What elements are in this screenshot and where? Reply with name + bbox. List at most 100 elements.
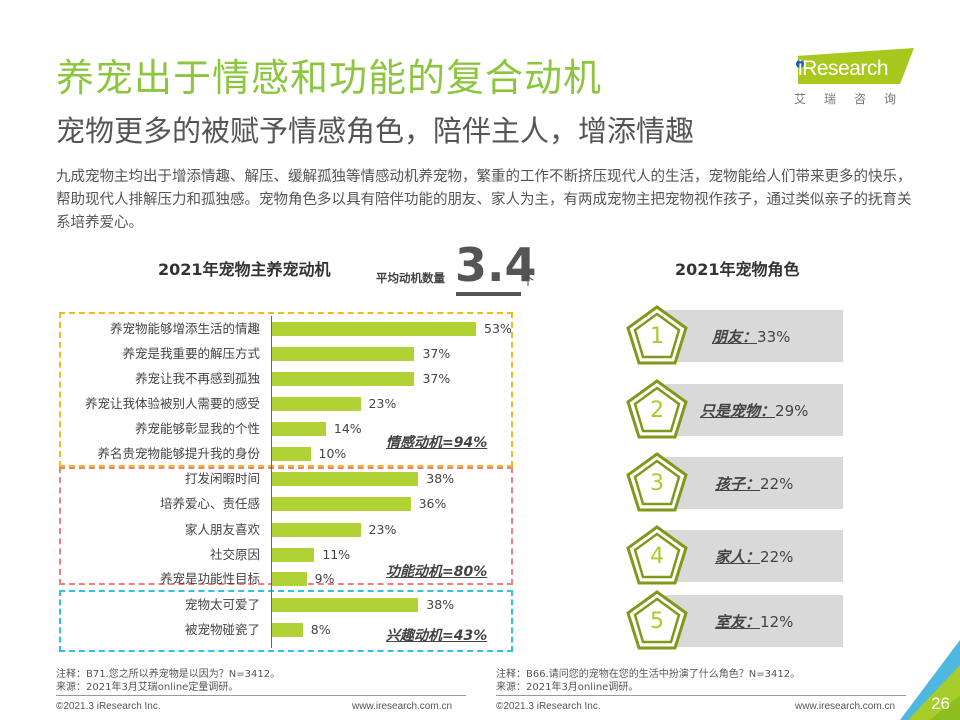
role-value: 22%: [760, 475, 794, 493]
intro-paragraph: 九成宠物主均出于增添情趣、解压、缓解孤独等情感动机养宠物，繁重的工作不断挤压现代…: [56, 169, 912, 231]
right-source: 来源：2021年3月online调研。: [496, 682, 639, 693]
bar: [272, 322, 477, 336]
role-background: [665, 384, 843, 436]
bar-category-label: 养宠是我重要的解压方式: [122, 346, 260, 361]
bar: [272, 347, 415, 361]
role-row: 5 室友：12%: [625, 590, 845, 650]
bar-category-label: 打发闲暇时间: [184, 471, 260, 486]
bar-value-label: 37%: [422, 371, 451, 386]
role-background: [665, 595, 843, 647]
bar-category-label: 养名贵宠物能够提升我的身份: [97, 446, 260, 461]
bar-value-label: 8%: [310, 622, 331, 637]
page-number: 26: [931, 694, 950, 713]
role-background: [665, 457, 843, 509]
bar-value-label: 36%: [418, 496, 447, 511]
bar-category-label: 养宠能够彰显我的个性: [134, 421, 260, 436]
right-footer-divider: [496, 695, 906, 696]
role-background: [665, 310, 843, 362]
role-name: 只是宠物：: [700, 402, 776, 420]
bar-value-label: 37%: [422, 346, 451, 361]
motivation-chart-title: 2021年宠物主养宠动机: [158, 260, 331, 279]
left-website[interactable]: www.iresearch.com.cn: [352, 701, 453, 712]
role-row: 1 朋友：33%: [625, 305, 845, 365]
role-rank: 4: [650, 544, 664, 569]
role-name: 室友：: [715, 613, 761, 631]
left-copyright: ©2021.3 iResearch Inc.: [56, 701, 161, 712]
bar-value-label: 38%: [426, 471, 455, 486]
bar-value-label: 53%: [484, 321, 512, 336]
bar-value-label: 23%: [368, 396, 397, 411]
chart-axis: [271, 316, 272, 648]
bar: [272, 422, 326, 436]
avg-motivation-label: 平均动机数量: [376, 271, 445, 285]
role-name: 孩子：: [715, 475, 761, 493]
bar-value-label: 23%: [368, 522, 397, 537]
bar-value-label: 10%: [318, 446, 347, 461]
bar-value-label: 14%: [333, 421, 362, 436]
logo-chinese: 艾瑞咨询: [794, 92, 915, 106]
emotional-group-total: 情感动机=94%: [386, 435, 488, 451]
role-value: 29%: [775, 402, 809, 420]
role-row: 2 只是宠物：29%: [625, 379, 845, 439]
role-value: 33%: [757, 328, 791, 346]
bar-value-label: 38%: [426, 597, 455, 612]
functional-group-total: 功能动机=80%: [386, 564, 488, 580]
role-value: 22%: [760, 548, 794, 566]
left-footer-divider: [56, 695, 466, 696]
role-name: 家人：: [715, 548, 761, 566]
bar: [272, 397, 361, 411]
logo-dot-icon: [796, 60, 804, 68]
role-background: [665, 530, 843, 582]
interest-group-total: 兴趣动机=43%: [386, 628, 488, 644]
bar-value-label: 9%: [314, 571, 335, 586]
bar: [272, 447, 311, 461]
role-row: 3 孩子：22%: [625, 452, 845, 512]
bar-category-label: 被宠物碰瓷了: [184, 622, 260, 637]
role-row: 4 家人：22%: [625, 525, 845, 585]
bar: [272, 523, 361, 537]
role-name: 朋友：: [712, 328, 758, 346]
roles-chart-title: 2021年宠物角色: [675, 260, 800, 279]
bar-category-label: 家人朋友喜欢: [184, 522, 260, 537]
right-copyright: ©2021.3 iResearch Inc.: [496, 701, 601, 712]
bar-category-label: 养宠是功能性目标: [159, 571, 260, 586]
logo-brand-prefix: i: [798, 57, 803, 80]
role-rank: 5: [650, 609, 664, 634]
role-rank: 1: [650, 324, 664, 349]
interest-group-box: [59, 590, 513, 652]
bar: [272, 497, 411, 511]
bar-category-label: 养宠让我不再感到孤独: [134, 371, 260, 386]
avg-underline: [456, 292, 521, 296]
pentagon-icon: [626, 590, 688, 650]
bar: [272, 572, 307, 586]
avg-motivation-unit: 个: [522, 274, 535, 288]
pentagon-icon: [626, 525, 688, 585]
role-rank: 3: [650, 471, 664, 496]
avg-motivation-value: 3.4: [455, 238, 537, 292]
bar-category-label: 养宠让我体验被别人需要的感受: [84, 396, 260, 411]
emotional-group-box: [59, 312, 513, 467]
right-website[interactable]: www.iresearch.com.cn: [795, 701, 896, 712]
role-rank: 2: [650, 398, 664, 423]
page-subtitle: 宠物更多的被赋予情感角色，陪伴主人，增添情趣: [56, 114, 695, 148]
left-source: 来源：2021年3月艾瑞online定量调研。: [56, 682, 239, 693]
pentagon-icon: [626, 379, 688, 439]
left-note: 注释：B71.您之所以养宠物是以因为？N=3412。: [56, 669, 281, 680]
bar: [272, 598, 419, 612]
page-corner-decoration: [900, 640, 960, 720]
pentagon-icon: [626, 305, 688, 365]
corner-dark-green-stripe: [930, 695, 960, 720]
bar-category-label: 养宠物能够增添生活的情趣: [109, 321, 260, 336]
bar-category-label: 宠物太可爱了: [184, 597, 260, 612]
pentagon-icon: [626, 452, 688, 512]
bar: [272, 472, 419, 486]
bar: [272, 623, 303, 637]
right-note: 注释：B66.请问您的宠物在您的生活中扮演了什么角色？N=3412。: [496, 669, 801, 680]
bar-category-label: 培养爱心、责任感: [159, 496, 260, 511]
bar-value-label: 11%: [322, 547, 351, 562]
corner-blue-stripe: [900, 640, 960, 720]
bar-category-label: 社交原因: [209, 547, 260, 562]
bar: [272, 372, 415, 386]
iresearch-logo: iResearch 艾瑞咨询: [790, 48, 920, 110]
bar: [272, 548, 315, 562]
